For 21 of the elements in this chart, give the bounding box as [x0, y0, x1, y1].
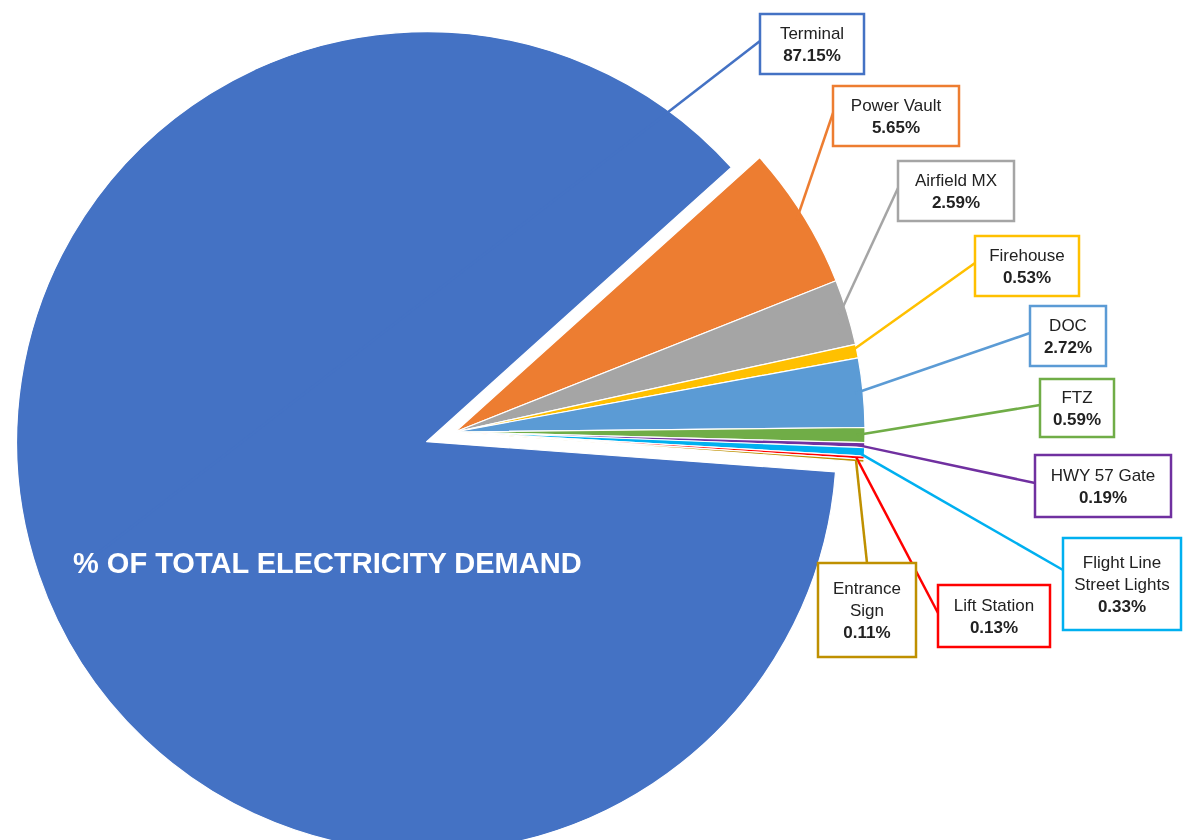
data-label: 5.65%: [871, 118, 921, 137]
data-label: 87.15%: [783, 46, 841, 65]
slice-label: Power Vault: [850, 96, 942, 115]
data-label: 0.11%: [843, 623, 891, 642]
slice-label: Flight Line Street Lights: [1074, 553, 1170, 594]
data-label: 2.59%: [931, 193, 981, 212]
data-label: 0.13%: [969, 618, 1019, 637]
slice-label: Firehouse: [989, 246, 1065, 265]
slice-label: Lift Station: [953, 596, 1035, 615]
text: % OF TOTAL ELECTRICITY DEMAND: [73, 547, 582, 579]
data-label: 0.19%: [1078, 488, 1128, 507]
data-label: 0.33%: [1097, 597, 1147, 616]
data-label: 0.53%: [1002, 268, 1052, 287]
data-label: 0.59%: [1052, 410, 1102, 429]
data-label: 2.72%: [1043, 338, 1093, 357]
slice-label: Airfield MX: [914, 171, 998, 190]
slice-label: Terminal: [779, 24, 845, 43]
slice-label: Entrance Sign: [832, 579, 902, 620]
slice-label: FTZ: [1061, 388, 1093, 407]
slice-label: DOC: [1049, 316, 1087, 335]
slice-label: HWY 57 Gate: [1050, 466, 1156, 485]
